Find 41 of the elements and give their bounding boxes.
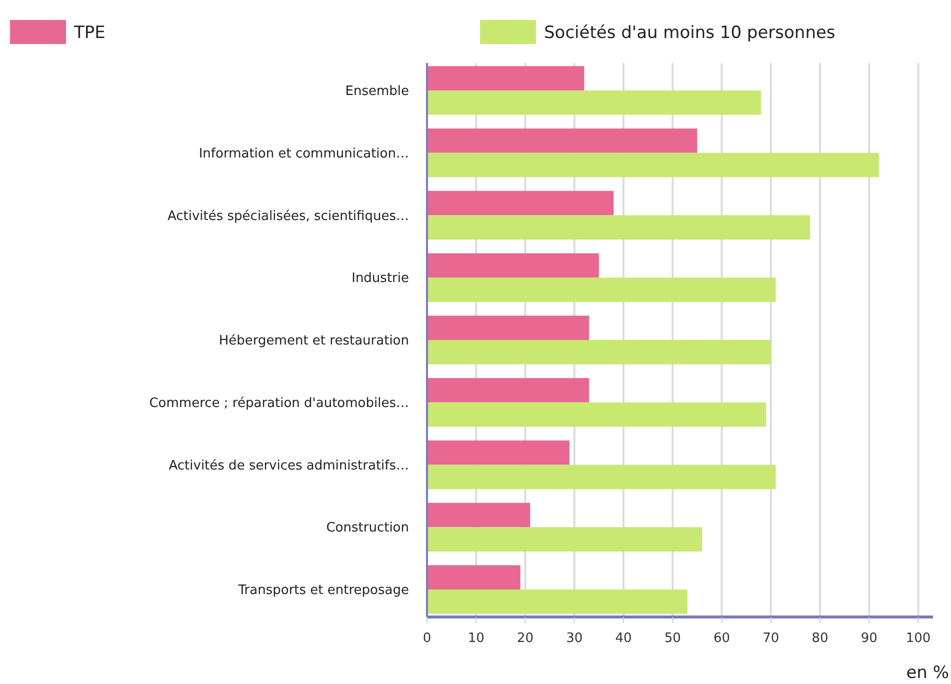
x-tick-label: 20 bbox=[516, 631, 534, 646]
bar bbox=[427, 66, 584, 90]
x-tick-label: 80 bbox=[812, 631, 828, 646]
x-tick-label: 40 bbox=[615, 631, 632, 646]
x-tick-label: 70 bbox=[762, 631, 780, 646]
y-tick-label: Information et communication… bbox=[198, 146, 409, 162]
x-tick-label: 30 bbox=[566, 631, 583, 646]
bar bbox=[427, 90, 762, 115]
bar bbox=[427, 152, 879, 178]
y-tick-label: Activités de services administratifs… bbox=[168, 458, 409, 474]
x-tick-label: 10 bbox=[468, 631, 484, 646]
x-tick-label: 50 bbox=[664, 631, 681, 646]
bar bbox=[427, 340, 771, 364]
bar bbox=[427, 215, 810, 240]
legend-label: TPE bbox=[73, 22, 106, 43]
y-tick-label: Industrie bbox=[352, 271, 409, 286]
y-tick-label: Transports et entreposage bbox=[237, 583, 409, 598]
bar bbox=[427, 464, 776, 490]
bar bbox=[427, 590, 688, 614]
y-tick-label: Construction bbox=[326, 520, 409, 536]
y-tick-label: Activités spécialisées, scientifiques… bbox=[167, 208, 409, 224]
bar bbox=[427, 128, 698, 153]
x-tick-label: 0 bbox=[422, 631, 432, 646]
bar bbox=[427, 316, 590, 340]
y-tick-label: Ensemble bbox=[345, 84, 409, 99]
x-tick-label: 100 bbox=[906, 631, 931, 646]
bar bbox=[427, 190, 614, 216]
x-tick-label: 90 bbox=[860, 631, 878, 646]
bar bbox=[427, 527, 702, 552]
bar bbox=[427, 378, 590, 402]
bar bbox=[427, 440, 570, 465]
bar bbox=[427, 402, 766, 427]
bar bbox=[427, 278, 776, 302]
y-tick-label: Hébergement et restauration bbox=[218, 334, 409, 349]
x-axis-title: en % bbox=[906, 663, 949, 683]
bar bbox=[427, 502, 530, 528]
bar bbox=[427, 253, 599, 278]
bar bbox=[427, 565, 520, 590]
y-tick-label: Commerce ; réparation d'automobiles… bbox=[149, 396, 409, 411]
legend-label: Sociétés d'au moins 10 personnes bbox=[544, 22, 836, 43]
x-tick-label: 60 bbox=[713, 631, 730, 646]
